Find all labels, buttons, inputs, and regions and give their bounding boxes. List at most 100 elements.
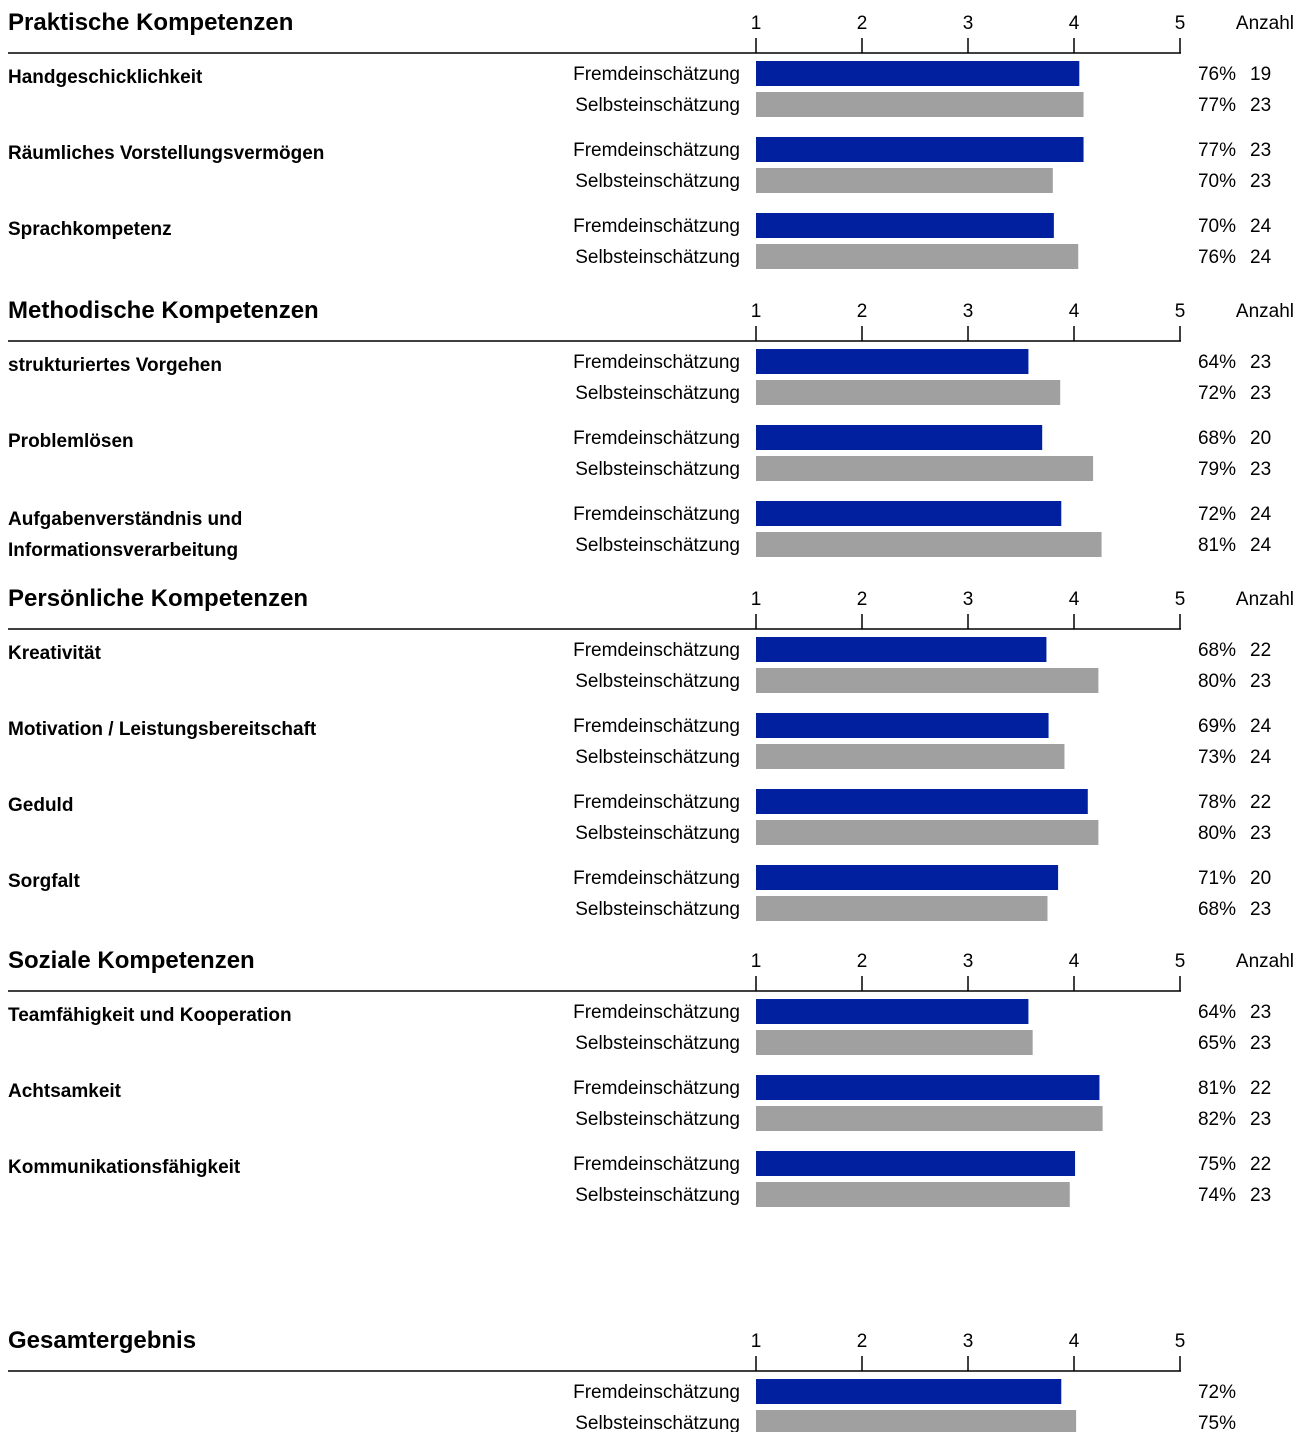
fremd-row-label: Fremdeinschätzung	[573, 640, 740, 661]
fremd-row-label: Fremdeinschätzung	[573, 504, 740, 525]
axis-tick-label: 5	[1175, 951, 1186, 972]
selbst-count: 23	[1250, 383, 1271, 404]
axis-tick-label: 4	[1069, 301, 1080, 322]
axis-tick-label: 4	[1069, 13, 1080, 34]
criterion-label: Kommunikationsfähigkeit	[8, 1157, 241, 1178]
fremd-bar	[756, 999, 1029, 1024]
selbst-percent: 65%	[1198, 1033, 1236, 1054]
fremd-percent: 77%	[1198, 140, 1236, 161]
fremd-row-label: Fremdeinschätzung	[573, 428, 740, 449]
axis-tick-label: 3	[963, 589, 974, 610]
selbst-row-label: Selbsteinschätzung	[575, 1185, 740, 1206]
selbst-count: 23	[1250, 171, 1271, 192]
section-title: Soziale Kompetenzen	[8, 947, 255, 974]
selbst-row-label: Selbsteinschätzung	[575, 247, 740, 268]
axis-tick-label: 3	[963, 13, 974, 34]
criterion-label: Teamfähigkeit und Kooperation	[8, 1005, 292, 1026]
axis-tick-label: 1	[751, 1331, 762, 1352]
fremd-row-label: Fremdeinschätzung	[573, 64, 740, 85]
fremd-bar	[756, 713, 1049, 738]
fremd-percent: 68%	[1198, 640, 1236, 661]
criterion-label: Kreativität	[8, 643, 102, 664]
criterion-label: Räumliches Vorstellungsvermögen	[8, 143, 324, 164]
fremd-row-label: Fremdeinschätzung	[573, 352, 740, 373]
selbst-bar	[756, 168, 1053, 193]
fremd-count: 23	[1250, 352, 1271, 373]
fremd-percent: 68%	[1198, 428, 1236, 449]
selbst-bar	[756, 456, 1094, 481]
axis-tick-label: 2	[857, 589, 868, 610]
selbst-percent: 81%	[1198, 535, 1236, 556]
fremd-percent: 72%	[1198, 504, 1236, 525]
criterion-label: Aufgabenverständnis und	[8, 509, 242, 530]
anzahl-header: Anzahl	[1236, 589, 1294, 610]
fremd-percent: 64%	[1198, 1002, 1236, 1023]
selbst-bar	[756, 1030, 1033, 1055]
selbst-count: 24	[1250, 747, 1272, 768]
axis-tick-label: 1	[751, 301, 762, 322]
selbst-percent: 80%	[1198, 823, 1236, 844]
selbst-bar	[756, 244, 1079, 269]
selbst-percent: 73%	[1198, 747, 1236, 768]
criterion-label: Sorgfalt	[8, 871, 80, 892]
selbst-bar	[756, 1182, 1070, 1207]
fremd-count: 24	[1250, 504, 1272, 525]
selbst-count: 23	[1250, 671, 1271, 692]
fremd-percent: 76%	[1198, 64, 1236, 85]
selbst-percent: 75%	[1198, 1413, 1236, 1432]
fremd-percent: 71%	[1198, 868, 1236, 889]
axis-tick-label: 3	[963, 951, 974, 972]
selbst-row-label: Selbsteinschätzung	[575, 747, 740, 768]
selbst-count: 24	[1250, 535, 1272, 556]
criterion-label: Problemlösen	[8, 431, 134, 452]
fremd-row-label: Fremdeinschätzung	[573, 792, 740, 813]
anzahl-header: Anzahl	[1236, 301, 1294, 322]
fremd-bar	[756, 1151, 1076, 1176]
fremd-row-label: Fremdeinschätzung	[573, 1382, 740, 1403]
selbst-percent: 80%	[1198, 671, 1236, 692]
selbst-percent: 76%	[1198, 247, 1236, 268]
selbst-percent: 82%	[1198, 1109, 1236, 1130]
fremd-percent: 70%	[1198, 216, 1236, 237]
fremd-bar	[756, 61, 1080, 86]
axis-tick-label: 2	[857, 301, 868, 322]
fremd-row-label: Fremdeinschätzung	[573, 1078, 740, 1099]
selbst-count: 23	[1250, 1109, 1271, 1130]
fremd-count: 24	[1250, 216, 1272, 237]
fremd-bar	[756, 213, 1054, 238]
fremd-bar	[756, 1379, 1062, 1404]
axis-tick-label: 5	[1175, 13, 1186, 34]
fremd-percent: 64%	[1198, 352, 1236, 373]
selbst-count: 23	[1250, 1185, 1271, 1206]
fremd-row-label: Fremdeinschätzung	[573, 140, 740, 161]
selbst-bar	[756, 1106, 1103, 1131]
axis-tick-label: 3	[963, 301, 974, 322]
axis-tick-label: 1	[751, 13, 762, 34]
fremd-count: 22	[1250, 792, 1271, 813]
fremd-bar	[756, 137, 1084, 162]
fremd-row-label: Fremdeinschätzung	[573, 716, 740, 737]
fremd-percent: 81%	[1198, 1078, 1236, 1099]
selbst-bar	[756, 820, 1099, 845]
section-title: Gesamtergebnis	[8, 1327, 196, 1354]
selbst-row-label: Selbsteinschätzung	[575, 459, 740, 480]
fremd-count: 22	[1250, 1154, 1271, 1175]
selbst-bar	[756, 1410, 1077, 1432]
axis-tick-label: 2	[857, 13, 868, 34]
fremd-count: 20	[1250, 868, 1271, 889]
axis-tick-label: 1	[751, 589, 762, 610]
section-title: Persönliche Kompetenzen	[8, 585, 308, 612]
section-title: Methodische Kompetenzen	[8, 297, 319, 324]
selbst-row-label: Selbsteinschätzung	[575, 1109, 740, 1130]
selbst-bar	[756, 92, 1084, 117]
selbst-row-label: Selbsteinschätzung	[575, 1033, 740, 1054]
axis-tick-label: 2	[857, 951, 868, 972]
selbst-row-label: Selbsteinschätzung	[575, 535, 740, 556]
selbst-bar	[756, 532, 1102, 557]
fremd-count: 22	[1250, 1078, 1271, 1099]
fremd-row-label: Fremdeinschätzung	[573, 1002, 740, 1023]
selbst-percent: 74%	[1198, 1185, 1236, 1206]
axis-tick-label: 5	[1175, 301, 1186, 322]
selbst-percent: 72%	[1198, 383, 1236, 404]
